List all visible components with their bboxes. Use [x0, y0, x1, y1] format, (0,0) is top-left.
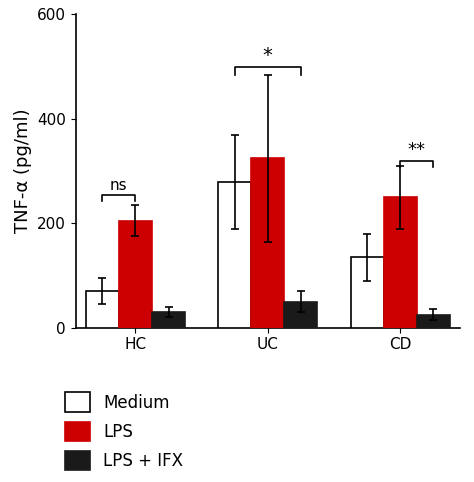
Bar — [119, 221, 152, 328]
Bar — [218, 182, 251, 328]
Bar — [351, 257, 383, 328]
Bar — [284, 302, 318, 328]
Text: **: ** — [408, 141, 426, 159]
Text: ns: ns — [110, 178, 128, 193]
Bar — [86, 291, 119, 328]
Text: *: * — [263, 46, 273, 65]
Bar — [251, 158, 284, 328]
Legend: Medium, LPS, LPS + IFX: Medium, LPS, LPS + IFX — [65, 392, 183, 470]
Bar — [417, 315, 450, 328]
Y-axis label: TNF-α (pg/ml): TNF-α (pg/ml) — [14, 109, 32, 233]
Bar — [383, 197, 417, 328]
Bar — [152, 312, 185, 328]
